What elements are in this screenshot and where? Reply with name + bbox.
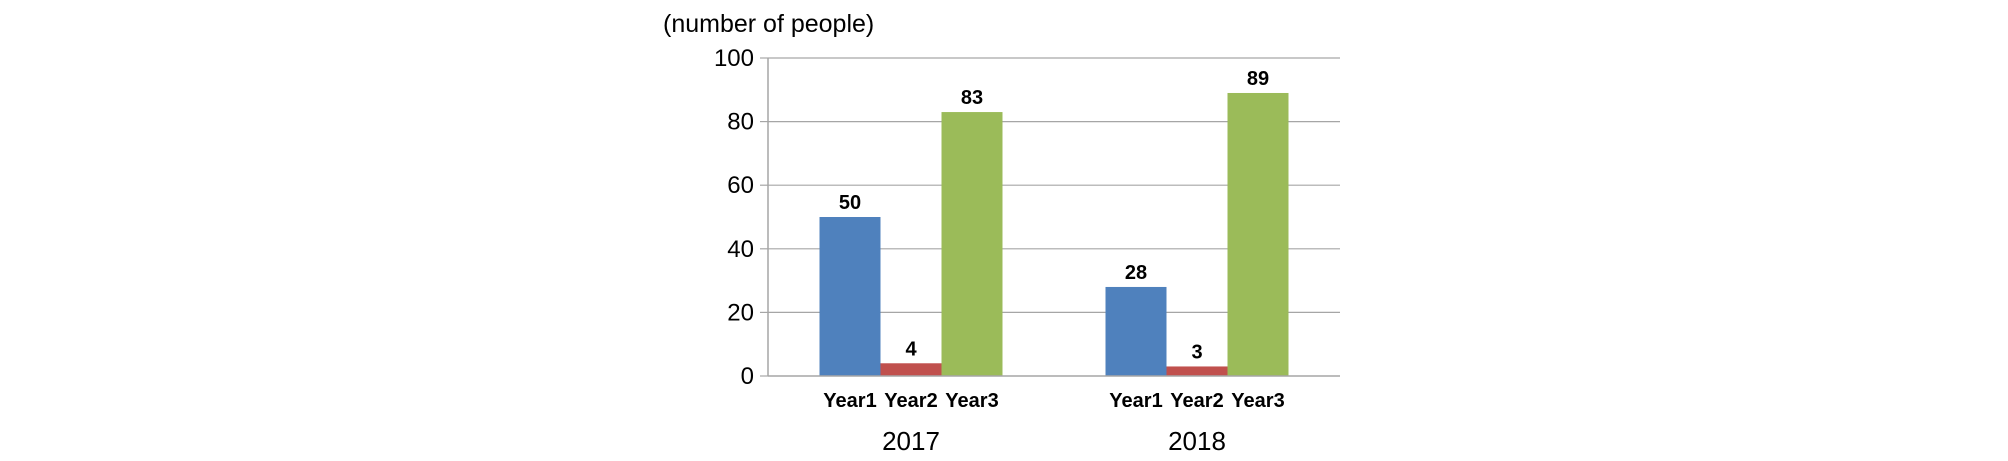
y-tick-label: 0 <box>741 363 754 390</box>
data-label: 4 <box>905 338 917 360</box>
bar-2017-year1 <box>819 217 881 376</box>
x-category-label: Year3 <box>1231 390 1284 412</box>
y-tick-label: 60 <box>727 172 754 199</box>
y-tick-label: 80 <box>727 109 754 136</box>
x-axis-group-labels: 2017 2018 <box>882 426 1226 456</box>
x-group-label: 2017 <box>882 426 940 456</box>
bar-2017-year2 <box>880 363 942 376</box>
y-axis-unit-label: (number of people) <box>663 10 874 38</box>
x-category-label: Year1 <box>1109 390 1162 412</box>
bar-2018-year2 <box>1166 366 1228 376</box>
data-label: 28 <box>1125 262 1147 284</box>
bar-2017-year3 <box>941 112 1003 376</box>
data-label: 3 <box>1191 341 1202 363</box>
y-tick-label: 100 <box>714 45 754 72</box>
data-label: 50 <box>839 192 861 214</box>
x-category-label: Year1 <box>823 390 876 412</box>
data-label: 89 <box>1247 68 1269 90</box>
x-axis-category-labels: Year1 Year2 Year3 Year1 Year2 Year3 <box>823 390 1284 412</box>
bar-2018-year1 <box>1105 286 1167 376</box>
x-category-label: Year3 <box>945 390 998 412</box>
data-labels: 50 4 83 28 3 89 <box>839 68 1269 363</box>
data-label: 83 <box>961 87 983 109</box>
x-category-label: Year2 <box>1170 390 1223 412</box>
y-tick-label: 20 <box>727 299 754 326</box>
x-group-label: 2018 <box>1168 426 1226 456</box>
x-category-label: Year2 <box>884 390 937 412</box>
bar-2018-year3 <box>1227 92 1289 376</box>
y-axis-ticks: 0 20 40 60 80 100 <box>714 45 768 390</box>
y-tick-label: 40 <box>727 236 754 263</box>
bars <box>819 92 1289 376</box>
